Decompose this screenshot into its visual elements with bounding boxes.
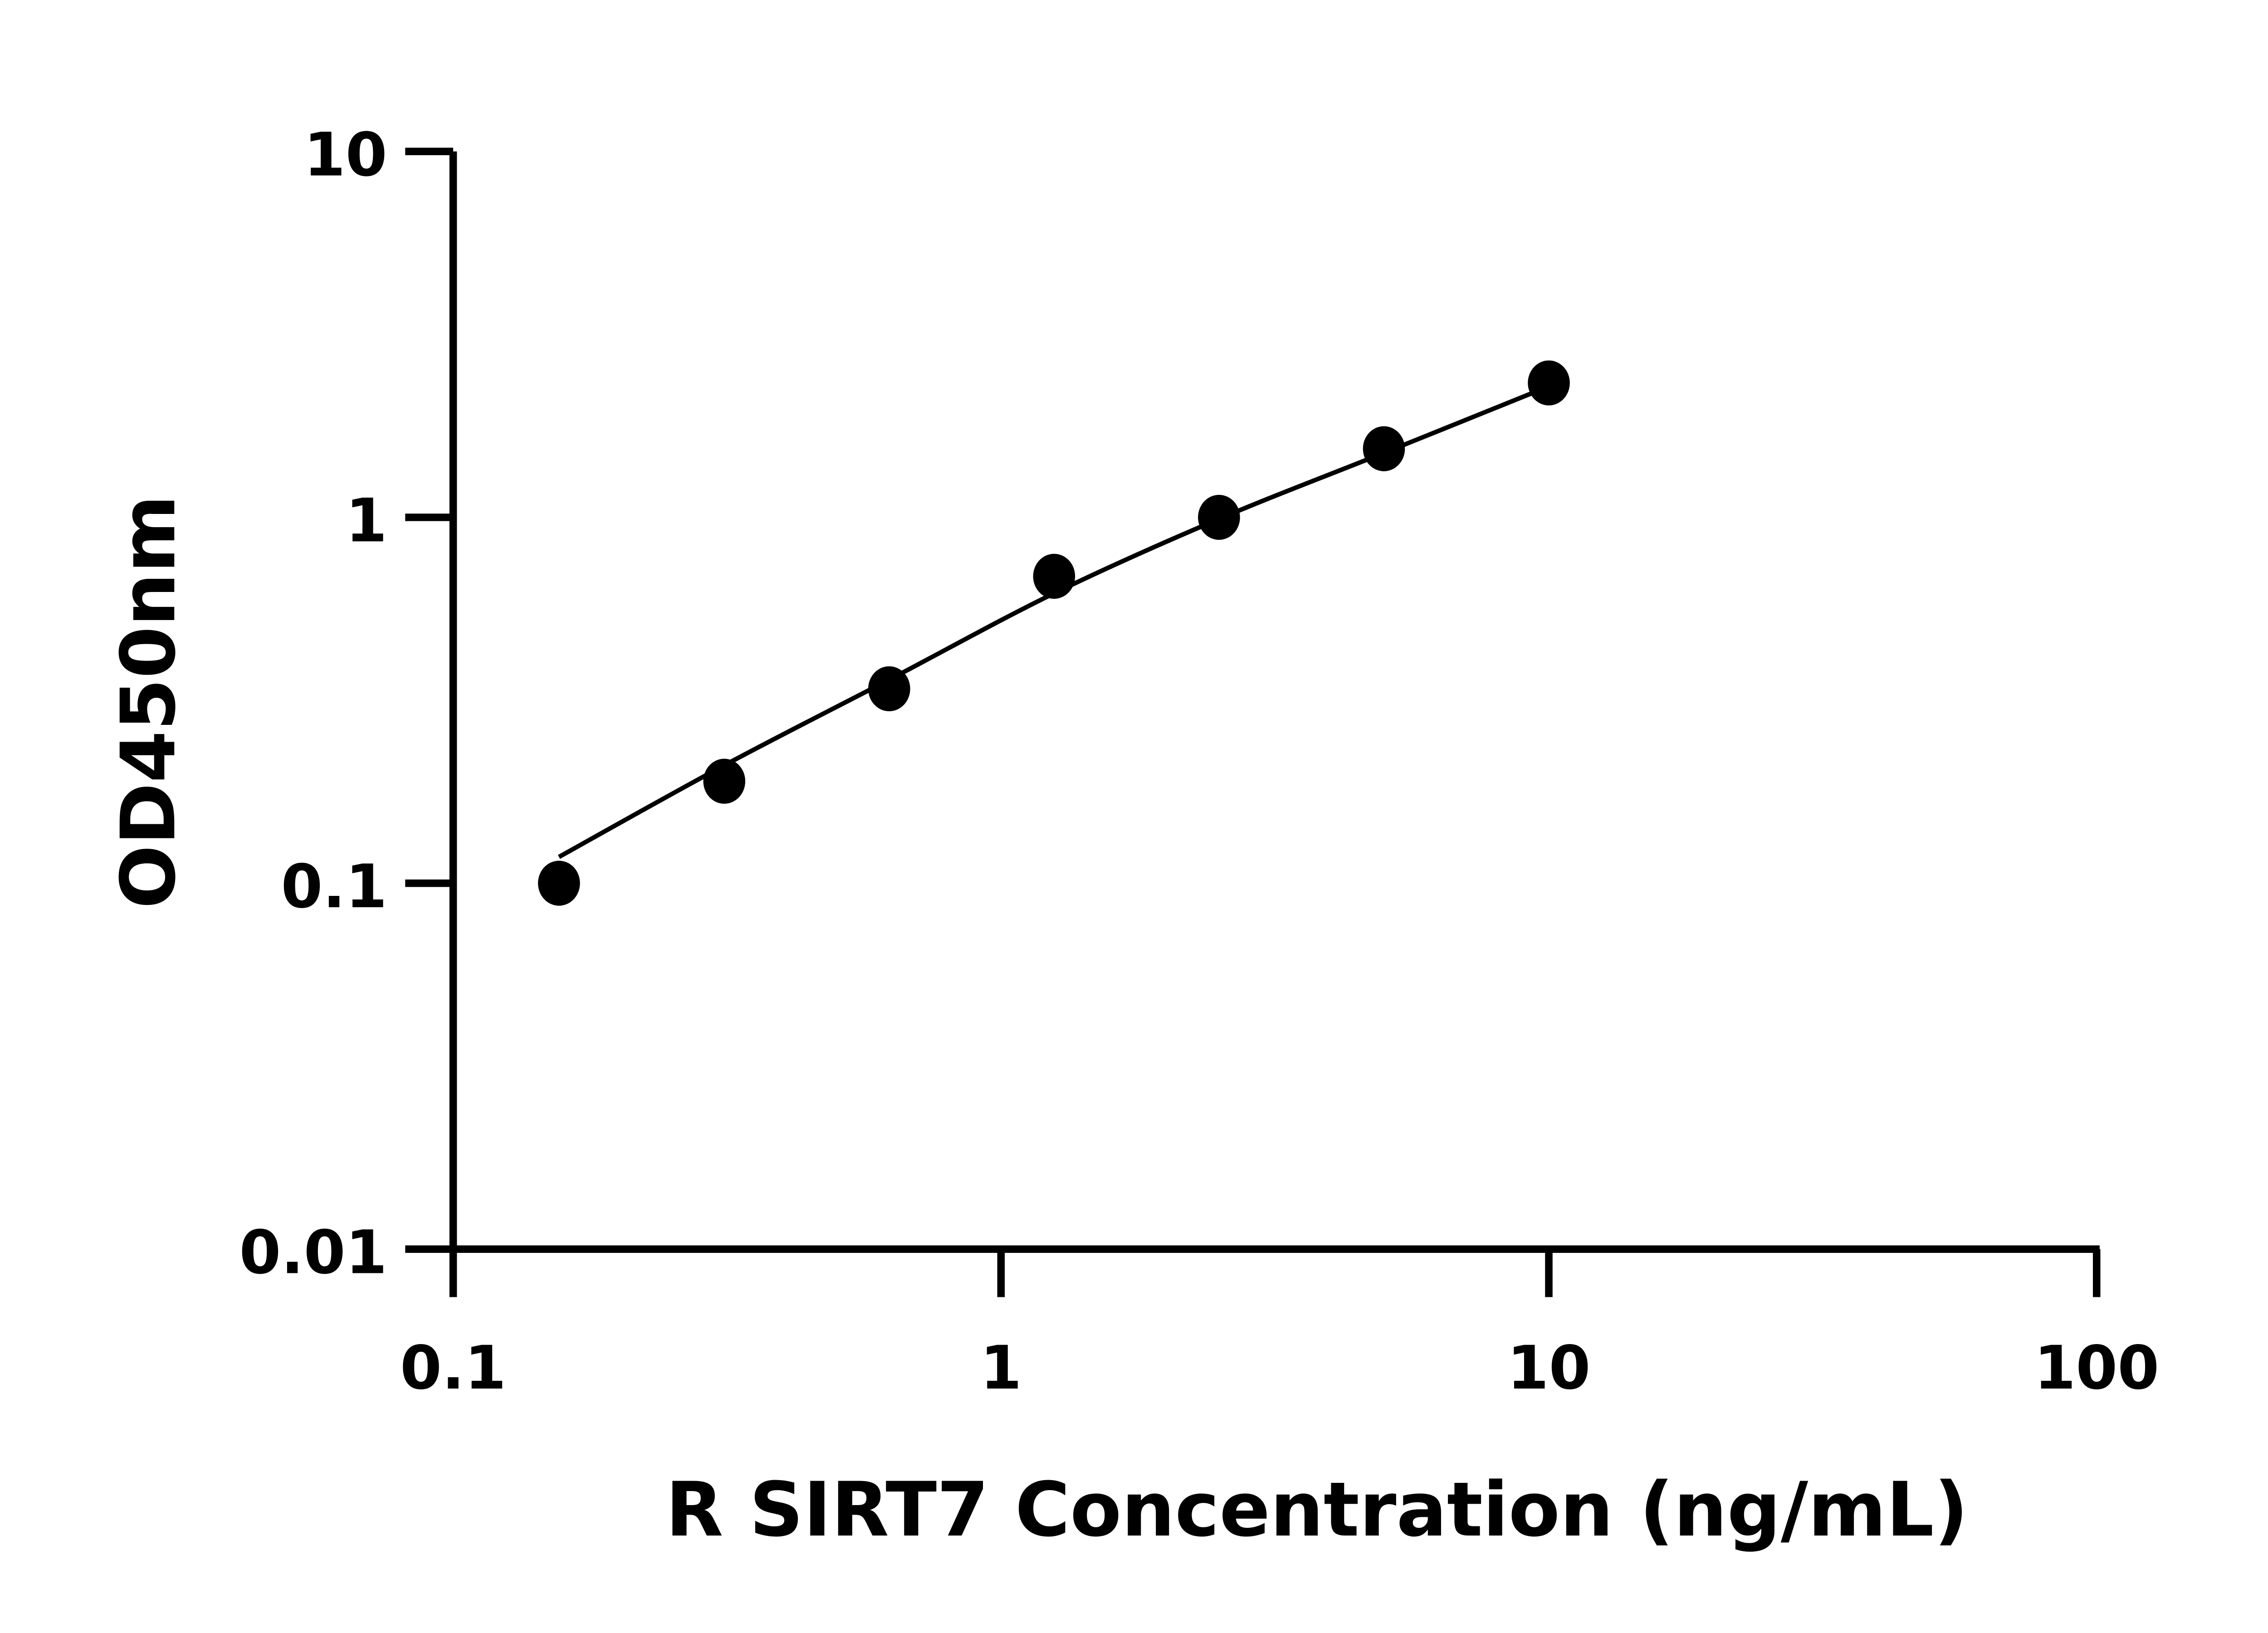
data-point bbox=[1528, 360, 1570, 406]
data-point bbox=[538, 861, 580, 906]
data-point bbox=[868, 666, 910, 711]
data-point bbox=[1198, 494, 1240, 540]
x-axis-title: R SIRT7 Concentration (ng/mL) bbox=[665, 1466, 1968, 1553]
y-tick-label: 0.01 bbox=[239, 1218, 387, 1288]
x-tick-label: 1 bbox=[980, 1333, 1022, 1403]
y-tick-label: 10 bbox=[304, 120, 387, 190]
data-point bbox=[1363, 426, 1405, 471]
x-tick-label: 10 bbox=[1507, 1333, 1591, 1403]
y-tick-label: 0.1 bbox=[281, 852, 387, 922]
data-point bbox=[703, 758, 746, 804]
y-axis-title: OD450nm bbox=[105, 495, 192, 909]
data-points bbox=[538, 360, 1570, 906]
x-tick-label: 100 bbox=[2034, 1333, 2159, 1403]
data-point bbox=[1033, 553, 1075, 599]
y-tick-label: 1 bbox=[346, 486, 387, 556]
x-tick-label: 0.1 bbox=[400, 1333, 506, 1403]
